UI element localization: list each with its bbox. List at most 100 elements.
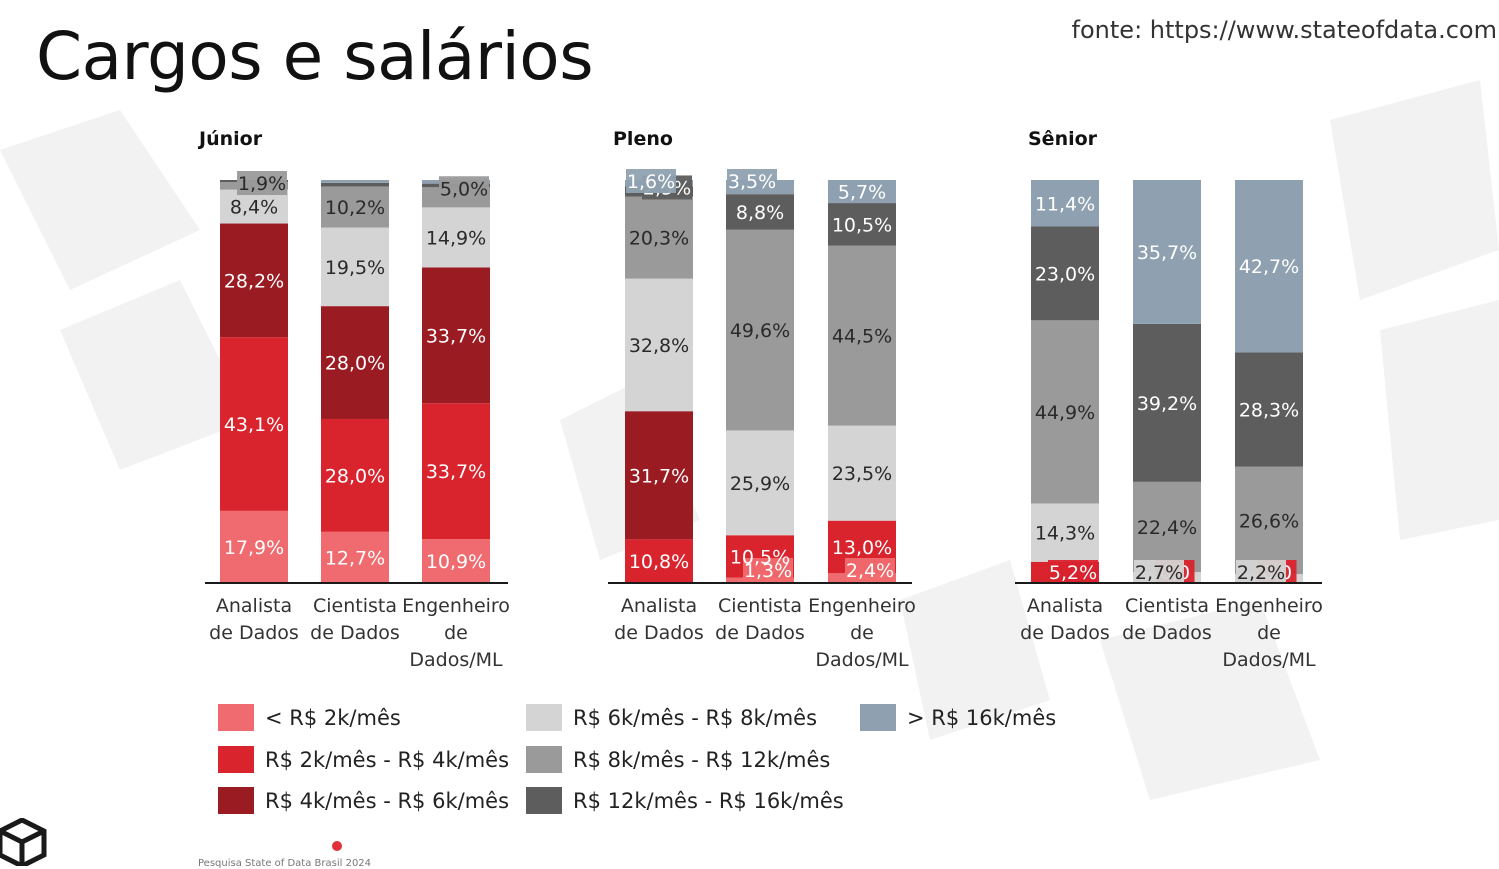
chart-title: Pleno (613, 128, 673, 150)
bar-segment (1133, 180, 1201, 324)
data-label: 5,7% (838, 182, 886, 204)
category-label: Dados/ML (409, 649, 503, 671)
data-label-box (1236, 560, 1286, 584)
bar-segment (1133, 481, 1201, 573)
bar-segment (321, 418, 389, 532)
data-label: 14,3% (1035, 523, 1095, 545)
bar-segment (1133, 323, 1201, 482)
bar-segment (220, 337, 288, 511)
data-label-box (845, 558, 895, 582)
category-label: de Dados (1020, 622, 1110, 644)
salary-chart: Júnior 17,9% 43,1% 28,2% 8,4%1,9% Analista de … (197, 128, 1323, 671)
bar-segment (1235, 352, 1303, 467)
data-label-box (743, 558, 793, 582)
pagination-dot (332, 841, 342, 851)
data-label: 49,6% (730, 320, 790, 342)
bar-segment (625, 539, 693, 583)
data-label: 32,8% (629, 335, 689, 357)
data-label-box (1048, 560, 1098, 584)
category-label: de Dados (310, 622, 400, 644)
data-label-box (727, 169, 777, 193)
bar-segment (422, 539, 490, 583)
category-label: de Dados (1122, 622, 1212, 644)
data-label: 28,3% (1239, 400, 1299, 422)
bar-segment (220, 189, 288, 224)
bar-segment (625, 411, 693, 540)
category-label: de Dados (614, 622, 704, 644)
data-label-box (1134, 560, 1184, 584)
bar-segment (726, 430, 794, 536)
bar-segment (321, 227, 389, 307)
bar-segment (828, 180, 896, 204)
bar-segment (726, 194, 794, 230)
bar-segment (828, 203, 896, 246)
bar-segment (220, 510, 288, 583)
data-label: 3,5% (728, 171, 776, 193)
chart-title: Júnior (197, 128, 263, 150)
bar-segment (726, 229, 794, 431)
category-label: de Dados (209, 622, 299, 644)
data-label: 42,7% (1239, 256, 1299, 278)
footnote: Pesquisa State of Data Brasil 2024 (198, 858, 372, 869)
data-label: 19,5% (325, 257, 385, 279)
bar-segment (422, 267, 490, 404)
bar-segment (321, 182, 389, 187)
data-label: 22,4% (1137, 517, 1197, 539)
bar-segment (828, 245, 896, 426)
data-label: 25,9% (730, 473, 790, 495)
data-label: 23,5% (832, 463, 892, 485)
data-label: 10,2% (325, 197, 385, 219)
category-label: Engenheiro (1215, 595, 1323, 617)
bar-segment (422, 403, 490, 540)
bar-segment (625, 278, 693, 412)
category-label: Cientista (313, 595, 397, 617)
category-label: Cientista (718, 595, 802, 617)
data-label: 8,4% (230, 197, 278, 219)
data-label-box (439, 176, 489, 201)
data-label-box (626, 169, 676, 193)
bar-segment (1235, 466, 1303, 575)
data-label: 8,8% (736, 202, 784, 224)
bar-segment (1031, 180, 1099, 227)
data-label: 44,9% (1035, 402, 1095, 424)
bar-segment (828, 425, 896, 521)
chart-title: Sênior (1028, 128, 1098, 150)
data-label: 5,2% (1049, 562, 1097, 584)
data-label: 28,0% (325, 353, 385, 375)
data-label: 33,7% (426, 461, 486, 483)
data-label: 10,8% (629, 551, 689, 573)
category-label: de Dados (715, 622, 805, 644)
source-text: fonte: https://www.stateofdata.com (1071, 16, 1497, 44)
data-label: 39,2% (1137, 393, 1197, 415)
data-label: 12,7% (325, 547, 385, 569)
data-label: 13,0% (832, 537, 892, 559)
data-label: 1,3% (744, 560, 792, 582)
data-label-box (237, 171, 287, 196)
category-label: Engenheiro (808, 595, 916, 617)
category-label: Dados/ML (1222, 649, 1316, 671)
data-label: 33,7% (426, 325, 486, 347)
data-label: 44,5% (832, 326, 892, 348)
data-label: 2,7% (1135, 562, 1183, 584)
category-label: Cientista (1125, 595, 1209, 617)
data-label: 28,2% (224, 270, 284, 292)
data-label: 2,4% (846, 560, 894, 582)
bar-segment (1031, 320, 1099, 504)
category-label: de (444, 622, 468, 644)
data-label: 35,7% (1137, 242, 1197, 264)
data-label: 28,0% (325, 465, 385, 487)
bar-segment (321, 531, 389, 583)
data-label: 10,9% (426, 551, 486, 573)
category-label: Analista (216, 595, 292, 617)
data-label: 2,2% (1237, 562, 1285, 584)
data-label: 1,9% (238, 173, 286, 195)
data-label: 43,1% (224, 414, 284, 436)
data-label: 10,5% (832, 214, 892, 236)
data-label: 17,9% (224, 537, 284, 559)
category-label: Analista (621, 595, 697, 617)
category-label: de (850, 622, 874, 644)
bar-segment (1031, 503, 1099, 562)
data-label: 11,4% (1035, 193, 1095, 215)
data-label: 26,6% (1239, 510, 1299, 532)
